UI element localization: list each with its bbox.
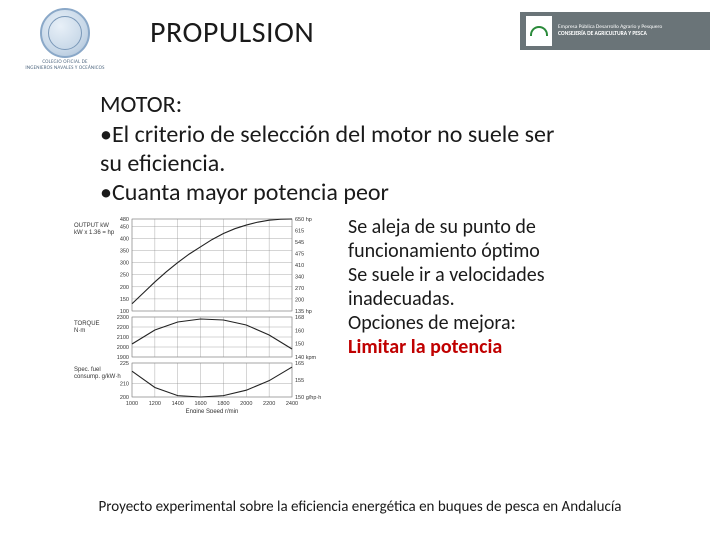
- svg-text:150: 150: [120, 297, 129, 303]
- engine-chart: 100150200250300350400450480135 hp2002703…: [70, 213, 330, 413]
- logo-right: Empresa Pública Desarrollo Agrario y Pes…: [520, 12, 710, 50]
- svg-text:2100: 2100: [117, 335, 129, 341]
- svg-text:410: 410: [295, 263, 304, 269]
- svg-text:210: 210: [120, 382, 129, 388]
- svg-text:165: 165: [295, 361, 304, 367]
- footer-text: Proyecto experimental sobre la eficienci…: [0, 498, 720, 516]
- svg-text:340: 340: [295, 275, 304, 281]
- side-line-highlight: Limitar la potencia: [348, 335, 545, 359]
- junta-badge-icon: [526, 16, 552, 46]
- svg-text:TORQUE: TORQUE: [74, 321, 100, 327]
- svg-text:kW x 1.36 = hp: kW x 1.36 = hp: [74, 230, 115, 236]
- svg-text:2000: 2000: [240, 401, 252, 407]
- svg-text:1000: 1000: [126, 401, 138, 407]
- svg-text:545: 545: [295, 240, 304, 246]
- side-line: funcionamiento óptimo: [348, 239, 545, 263]
- seal-icon: [40, 8, 90, 58]
- svg-text:250: 250: [120, 273, 129, 279]
- logo-left-text: COLEGIO OFICIAL DE INGENIEROS NAVALES Y …: [25, 60, 104, 71]
- side-line: Opciones de mejora:: [348, 311, 545, 335]
- svg-text:270: 270: [295, 286, 304, 292]
- svg-text:2000: 2000: [117, 345, 129, 351]
- svg-text:150: 150: [295, 342, 304, 348]
- svg-text:475: 475: [295, 252, 304, 258]
- svg-text:1800: 1800: [217, 401, 229, 407]
- svg-text:1200: 1200: [149, 401, 161, 407]
- svg-text:160: 160: [295, 329, 304, 335]
- svg-text:155: 155: [295, 378, 304, 384]
- logo-left: COLEGIO OFICIAL DE INGENIEROS NAVALES Y …: [10, 8, 120, 71]
- svg-text:150 g/hp·h: 150 g/hp·h: [295, 395, 321, 401]
- bullet-1-line1: •El criterio de selección del motor no s…: [100, 121, 680, 150]
- section-heading: MOTOR:: [100, 90, 680, 119]
- bullet-2: •Cuanta mayor potencia peor: [100, 179, 680, 208]
- svg-text:450: 450: [120, 225, 129, 231]
- svg-text:480: 480: [120, 217, 129, 223]
- svg-text:Spec. fuel: Spec. fuel: [74, 367, 101, 373]
- page-title: PROPULSION: [150, 14, 314, 51]
- logo-right-text: Empresa Pública Desarrollo Agrario y Pes…: [558, 24, 662, 37]
- svg-text:OUTPUT kW: OUTPUT kW: [74, 223, 109, 229]
- svg-text:168: 168: [295, 315, 304, 321]
- side-line: Se suele ir a velocidades: [348, 263, 545, 287]
- svg-text:650 hp: 650 hp: [295, 217, 312, 223]
- svg-text:consump. g/kW·h: consump. g/kW·h: [74, 374, 121, 380]
- svg-text:2400: 2400: [286, 401, 298, 407]
- side-line: inadecuadas.: [348, 287, 545, 311]
- svg-text:400: 400: [120, 237, 129, 243]
- svg-text:1600: 1600: [194, 401, 206, 407]
- svg-text:225: 225: [120, 361, 129, 367]
- svg-text:Engine Speed r/min: Engine Speed r/min: [186, 409, 239, 413]
- svg-text:350: 350: [120, 249, 129, 255]
- svg-text:200: 200: [295, 298, 304, 304]
- svg-text:615: 615: [295, 229, 304, 235]
- side-line: Se aleja de su punto de: [348, 215, 545, 239]
- svg-text:300: 300: [120, 261, 129, 267]
- bullet-1-line2: su eficiencia.: [100, 150, 680, 179]
- svg-text:N·m: N·m: [74, 328, 85, 334]
- side-notes: Se aleja de su punto de funcionamiento ó…: [348, 213, 545, 413]
- svg-text:2200: 2200: [263, 401, 275, 407]
- svg-text:200: 200: [120, 285, 129, 291]
- svg-text:2200: 2200: [117, 325, 129, 331]
- svg-text:1400: 1400: [172, 401, 184, 407]
- svg-text:2300: 2300: [117, 315, 129, 321]
